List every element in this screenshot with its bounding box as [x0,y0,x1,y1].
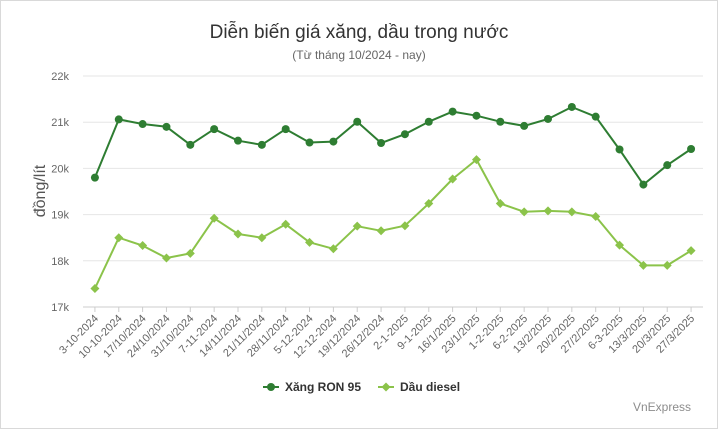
y-tick-label: 19k [51,210,69,222]
series-lines [93,106,692,289]
data-point [257,140,266,149]
data-point [353,117,362,126]
data-point [567,102,576,111]
series-line [93,158,692,289]
data-point [591,211,601,221]
data-point [615,240,625,250]
series-line [93,106,692,186]
source-credit: VnExpress [632,400,691,414]
data-point [352,221,362,231]
data-point [305,138,314,147]
data-point [520,121,529,130]
legend-marker [267,383,275,391]
data-point [138,120,147,129]
data-point [114,233,124,243]
data-point [544,114,552,123]
y-tick-label: 17k [51,302,69,314]
y-tick-label: 22k [51,71,69,83]
data-point [472,111,481,120]
data-point [234,136,242,145]
data-point [210,125,219,134]
y-axis-ticks: 17k 18k 19k 20k 21k 22k [51,71,69,314]
data-point [233,229,243,239]
data-point [639,180,648,189]
data-point [305,237,315,247]
chart-subtitle: (Từ tháng 10/2024 - nay) [292,48,426,62]
y-tick-label: 20k [51,163,69,175]
gridlines [83,75,703,308]
data-point [448,174,458,184]
x-axis-ticks: 3-10-202410-10-202417/10/202424/10/20243… [57,307,697,361]
data-point [519,207,529,217]
data-point [615,145,624,154]
data-point [424,117,433,126]
data-point [281,125,290,134]
legend-label: Dầu diesel [400,380,460,394]
data-point [400,221,410,231]
data-point [328,244,338,254]
data-point [186,140,195,149]
data-point [114,115,123,124]
data-point [662,260,672,270]
legend-label: Xăng RON 95 [285,380,361,394]
data-point [185,248,195,258]
legend-marker [381,382,391,392]
chart-title: Diễn biến giá xăng, dầu trong nước [209,22,509,43]
data-point [638,260,648,270]
data-point [162,122,171,131]
data-point [591,112,600,121]
data-point [281,219,291,229]
y-tick-label: 18k [51,256,69,268]
data-point [90,284,100,294]
data-point [687,144,696,153]
data-point [496,117,505,126]
data-point [567,207,577,217]
data-point [495,199,505,209]
data-point [424,199,434,209]
y-axis-label: đồng/lít [32,164,49,217]
data-point [377,138,386,147]
y-tick-label: 21k [51,117,69,129]
data-point [90,173,99,182]
data-point [471,155,481,165]
data-point [209,213,219,223]
data-point [138,241,148,251]
data-point [376,226,386,236]
data-point [448,107,457,116]
series-markers [90,102,696,294]
data-point [543,206,553,216]
data-point [663,161,672,170]
data-point [257,233,267,243]
data-point [686,246,696,256]
legend: Xăng RON 95 Dầu diesel [263,380,460,394]
data-point [161,253,171,263]
data-point [329,137,338,146]
data-point [400,130,409,139]
